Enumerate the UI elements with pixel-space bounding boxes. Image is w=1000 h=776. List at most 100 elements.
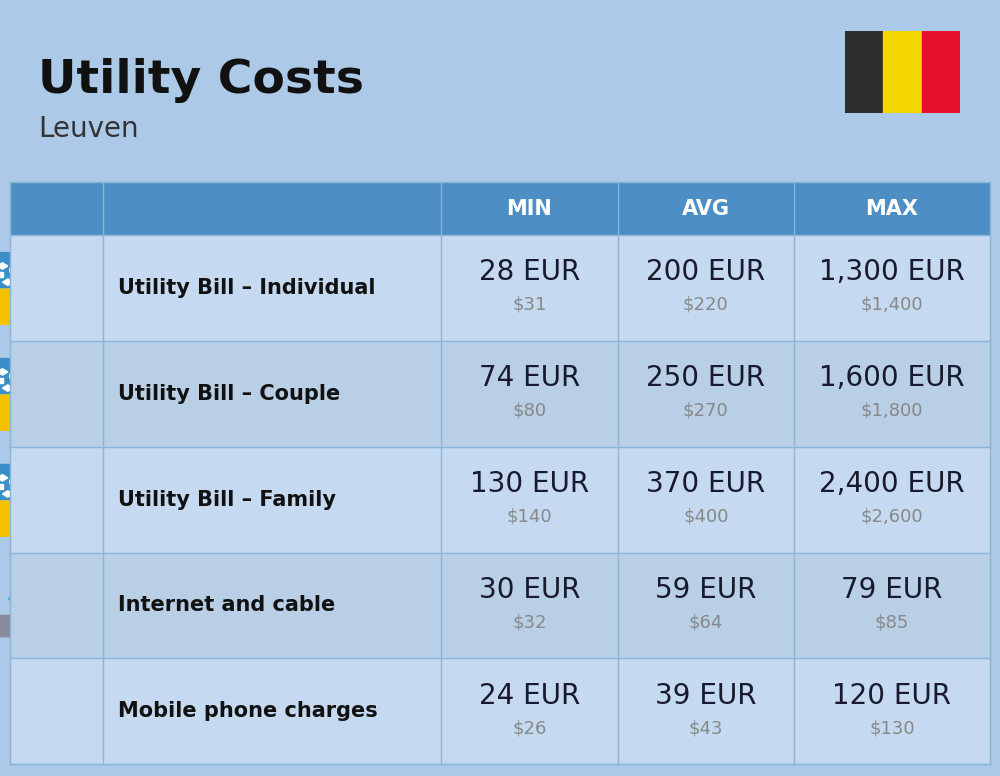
FancyBboxPatch shape (46, 702, 65, 714)
FancyBboxPatch shape (68, 689, 87, 701)
Text: $1,400: $1,400 (861, 296, 923, 314)
Text: $64: $64 (689, 614, 723, 632)
Text: 59 EUR: 59 EUR (655, 576, 756, 604)
Bar (19, 282, 26, 286)
Bar (19, 596, 24, 618)
FancyBboxPatch shape (11, 673, 102, 750)
Circle shape (101, 301, 114, 309)
FancyBboxPatch shape (46, 689, 65, 701)
Text: 39 EUR: 39 EUR (655, 682, 757, 710)
Bar (34, 374, 41, 379)
Bar (87, 513, 107, 521)
FancyBboxPatch shape (0, 615, 117, 637)
FancyBboxPatch shape (59, 465, 120, 500)
Bar (19, 494, 26, 498)
Circle shape (16, 372, 29, 380)
Bar (12, 625, 76, 629)
Bar (24, 471, 35, 478)
Bar (11, 470, 19, 475)
Text: $1,800: $1,800 (861, 402, 923, 420)
Bar (0, 379, 3, 383)
Text: 24 EUR: 24 EUR (479, 682, 580, 710)
Text: $26: $26 (512, 719, 547, 737)
FancyBboxPatch shape (79, 372, 100, 383)
FancyBboxPatch shape (59, 501, 120, 536)
Text: 1,600 EUR: 1,600 EUR (819, 364, 965, 392)
FancyBboxPatch shape (11, 308, 39, 319)
Bar (2, 279, 13, 286)
Circle shape (10, 262, 35, 278)
Text: $32: $32 (512, 614, 547, 632)
FancyBboxPatch shape (59, 289, 120, 324)
Text: Internet and cable: Internet and cable (118, 595, 335, 615)
Text: $220: $220 (683, 296, 729, 314)
Circle shape (81, 255, 98, 266)
Text: 28 EUR: 28 EUR (479, 258, 580, 286)
Bar (72, 404, 82, 418)
Bar (2, 490, 13, 497)
Text: $85: $85 (875, 614, 909, 632)
Text: 130 EUR: 130 EUR (470, 470, 589, 498)
Text: $43: $43 (689, 719, 723, 737)
Bar (922, 31, 960, 113)
Text: 120 EUR: 120 EUR (832, 682, 952, 710)
Text: $130: $130 (869, 719, 915, 737)
FancyBboxPatch shape (79, 265, 100, 278)
Bar (87, 407, 107, 415)
Text: Mobile phone charges: Mobile phone charges (118, 702, 378, 722)
FancyBboxPatch shape (59, 253, 120, 288)
FancyBboxPatch shape (0, 253, 51, 288)
Text: $140: $140 (507, 508, 552, 525)
Text: Utility Bill – Individual: Utility Bill – Individual (118, 278, 376, 298)
Text: Utility Costs: Utility Costs (38, 58, 364, 103)
FancyBboxPatch shape (25, 702, 44, 714)
Circle shape (54, 740, 59, 743)
Bar (2, 385, 13, 391)
Bar (16, 406, 22, 417)
Bar (72, 299, 82, 312)
Bar (11, 258, 19, 263)
FancyBboxPatch shape (25, 689, 44, 701)
FancyBboxPatch shape (59, 359, 120, 393)
Text: 30 EUR: 30 EUR (479, 576, 580, 604)
Circle shape (101, 407, 114, 415)
Text: MAX: MAX (866, 199, 918, 219)
Bar (883, 31, 922, 113)
Bar (89, 596, 95, 618)
Circle shape (10, 369, 35, 383)
FancyBboxPatch shape (0, 289, 51, 324)
Text: 250 EUR: 250 EUR (646, 364, 765, 392)
Text: 74 EUR: 74 EUR (479, 364, 580, 392)
Bar (0, 484, 3, 489)
Text: 200 EUR: 200 EUR (646, 258, 765, 286)
Bar (11, 365, 19, 369)
Bar (16, 300, 22, 310)
Bar (16, 511, 22, 522)
Bar (87, 301, 107, 309)
Text: 1,300 EUR: 1,300 EUR (819, 258, 965, 286)
FancyBboxPatch shape (40, 739, 73, 744)
FancyBboxPatch shape (68, 702, 87, 714)
Circle shape (81, 467, 98, 478)
Bar (27, 511, 34, 522)
FancyBboxPatch shape (11, 520, 39, 531)
Bar (0, 263, 8, 269)
Text: $270: $270 (683, 402, 729, 420)
FancyBboxPatch shape (59, 395, 120, 430)
Circle shape (81, 362, 98, 372)
Circle shape (16, 266, 29, 274)
FancyBboxPatch shape (0, 359, 51, 393)
Circle shape (16, 478, 29, 486)
Text: Utility Bill – Couple: Utility Bill – Couple (118, 383, 340, 404)
Text: 79 EUR: 79 EUR (841, 576, 943, 604)
Text: Utility Bill – Family: Utility Bill – Family (118, 490, 336, 510)
Bar (29, 487, 40, 494)
Bar (0, 475, 8, 481)
FancyBboxPatch shape (0, 395, 51, 430)
Circle shape (10, 474, 35, 490)
Text: Leuven: Leuven (38, 115, 139, 143)
Bar (24, 259, 35, 266)
Bar (27, 300, 34, 310)
Bar (34, 480, 41, 484)
Bar (19, 387, 26, 392)
